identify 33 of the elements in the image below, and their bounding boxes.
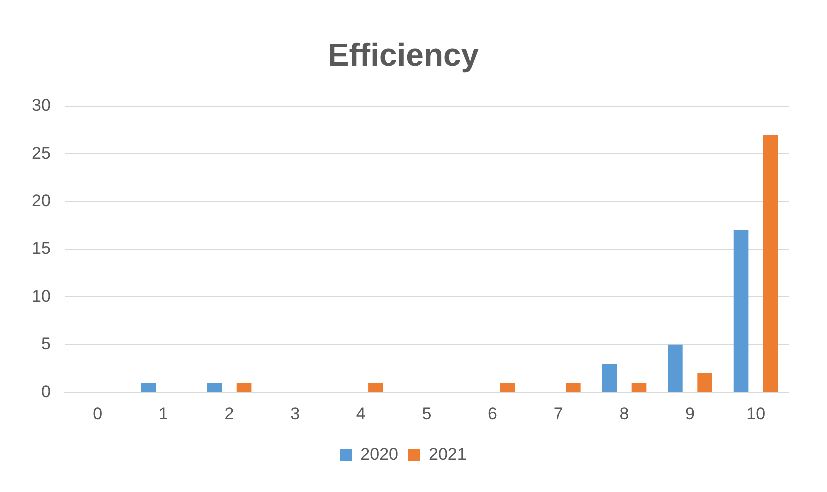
- bar: [500, 383, 515, 392]
- y-tick-label: 5: [41, 334, 51, 354]
- bar: [602, 364, 618, 392]
- legend-label: 2020: [360, 445, 399, 464]
- chart-title: Efficiency: [328, 37, 480, 74]
- y-tick-label: 20: [32, 191, 51, 210]
- y-tick-label: 10: [32, 286, 51, 306]
- bar: [734, 230, 749, 392]
- x-tick-label: 7: [554, 404, 564, 424]
- y-tick-label: 15: [32, 239, 51, 258]
- x-tick-label: 3: [290, 404, 300, 424]
- x-tick-label: 0: [93, 404, 103, 424]
- y-tick-label: 25: [32, 144, 51, 163]
- legend-label: 2021: [429, 445, 467, 464]
- bar: [141, 383, 156, 392]
- y-tick-label: 0: [41, 382, 51, 402]
- x-tick-label: 8: [620, 404, 630, 424]
- x-tick-label: 2: [224, 404, 234, 424]
- x-tick-label: 9: [686, 404, 695, 424]
- y-tick-label: 30: [32, 96, 51, 116]
- bar: [566, 383, 581, 392]
- bar: [698, 374, 712, 392]
- x-tick-label: 6: [488, 404, 498, 424]
- bar: [236, 383, 252, 392]
- bar: [368, 383, 384, 392]
- bar: [207, 383, 222, 392]
- bar: [668, 344, 683, 392]
- bar: [632, 383, 647, 392]
- x-tick-label: 1: [158, 404, 168, 424]
- x-tick-label: 4: [356, 404, 366, 424]
- bar: [763, 135, 778, 392]
- x-tick-label: 10: [746, 404, 766, 424]
- x-tick-label: 5: [422, 404, 432, 424]
